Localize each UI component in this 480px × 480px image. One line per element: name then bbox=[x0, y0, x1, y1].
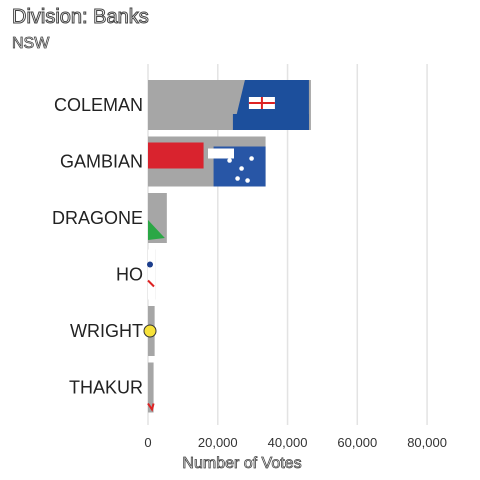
bar-ho bbox=[147, 249, 156, 300]
cdp-logo bbox=[147, 261, 153, 268]
category-label: WRIGHT bbox=[70, 321, 143, 341]
x-tick-labels: 0 20,000 40,000 60,000 80,000 bbox=[144, 435, 447, 450]
party-logo bbox=[143, 324, 157, 338]
bar-gambian bbox=[148, 136, 266, 187]
bar-thakur bbox=[147, 362, 155, 413]
chart-subtitle: NSW bbox=[12, 35, 50, 53]
bar-dragone bbox=[148, 193, 167, 243]
chart-title: Division: Banks bbox=[12, 6, 150, 29]
category-label: COLEMAN bbox=[54, 95, 143, 115]
category-label: GAMBIAN bbox=[60, 152, 143, 172]
star-icon bbox=[227, 158, 232, 163]
bars bbox=[143, 80, 311, 413]
x-tick-label: 40,000 bbox=[268, 435, 308, 450]
bar bbox=[148, 362, 154, 413]
star-icon bbox=[249, 156, 254, 161]
party-logo bbox=[147, 402, 155, 412]
category-labels: COLEMAN GAMBIAN DRAGONE HO WRIGHT THAKUR bbox=[52, 95, 143, 398]
greens-logo bbox=[148, 220, 165, 240]
category-label: THAKUR bbox=[69, 378, 143, 398]
x-tick-label: 60,000 bbox=[337, 435, 377, 450]
star-icon bbox=[239, 166, 244, 171]
x-tick-label: 0 bbox=[144, 435, 151, 450]
star-icon bbox=[245, 178, 250, 183]
star-icon bbox=[235, 176, 240, 181]
bar-wright bbox=[143, 306, 157, 356]
category-label: DRAGONE bbox=[52, 208, 143, 228]
x-tick-label: 20,000 bbox=[198, 435, 238, 450]
bar-coleman bbox=[148, 80, 311, 130]
x-tick-label: 80,000 bbox=[407, 435, 447, 450]
category-label: HO bbox=[116, 265, 143, 285]
x-axis-label: Number of Votes bbox=[182, 455, 301, 472]
